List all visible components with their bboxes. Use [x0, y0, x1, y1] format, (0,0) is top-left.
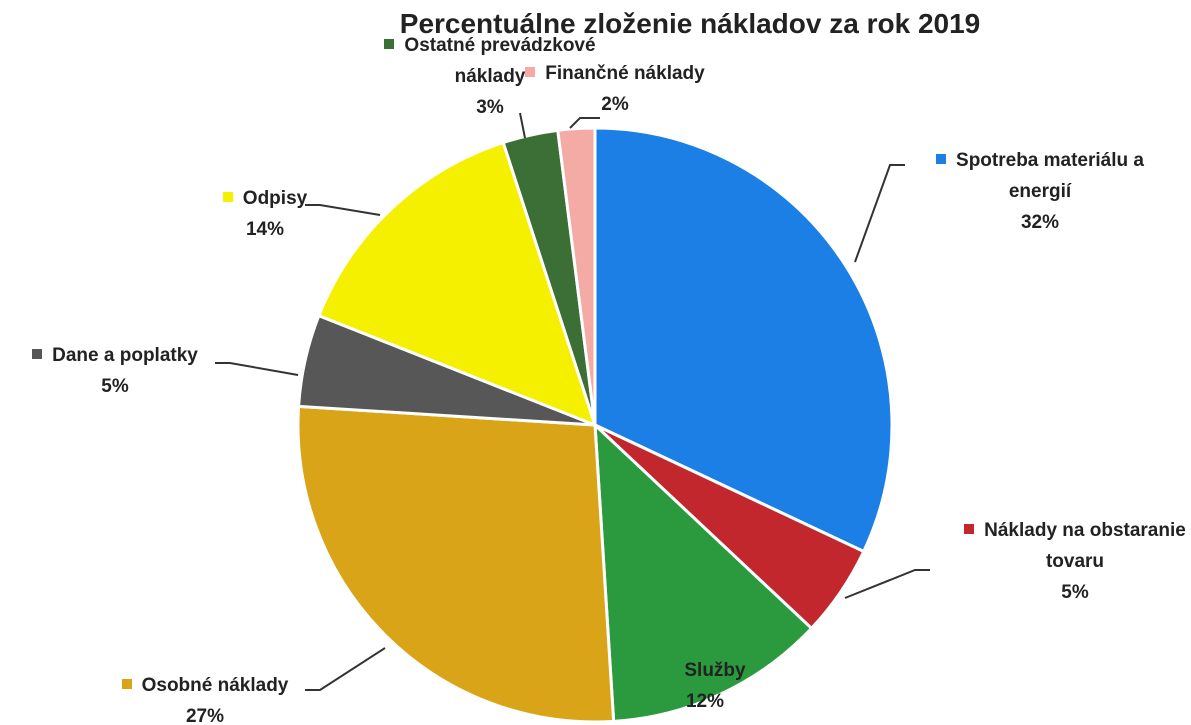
- pie-slice: [593, 126, 894, 554]
- data-label: Dane a poplatky 5%: [0, 340, 230, 402]
- leader-line: [854, 164, 905, 263]
- category-label: Spotreba materiálu a energií: [956, 150, 1144, 202]
- category-label: Finančné náklady: [545, 63, 705, 84]
- legend-marker: [384, 39, 395, 49]
- value-label: 27%: [185, 706, 225, 725]
- leader-line: [305, 204, 381, 216]
- value-label: 5%: [1061, 582, 1089, 603]
- label-name: Finančné náklady: [505, 58, 725, 89]
- category-label: Služby: [684, 660, 746, 681]
- data-label: Spotreba materiálu a energií 32%: [910, 145, 1170, 238]
- label-name: Ostatné prevádzkové náklady: [360, 30, 620, 92]
- label-name: Dane a poplatky: [0, 340, 230, 371]
- label-name: Odpisy: [195, 183, 335, 214]
- value-label: 12%: [685, 691, 725, 712]
- legend-marker: [222, 192, 233, 202]
- data-label: Ostatné prevádzkové náklady 3%: [360, 30, 620, 123]
- data-label: Náklady na obstaranie tovaru 5%: [940, 515, 1191, 608]
- pie-slice: [296, 404, 616, 724]
- leader-line: [215, 362, 299, 376]
- legend-marker: [32, 349, 43, 359]
- category-label: Odpisy: [242, 188, 308, 209]
- data-label: Odpisy 14%: [195, 183, 335, 245]
- data-label: Osobné náklady 27%: [95, 670, 315, 725]
- legend-marker: [664, 664, 675, 674]
- category-label: Dane a poplatky: [52, 345, 198, 366]
- category-label: Osobné náklady: [141, 675, 289, 696]
- value-label: 3%: [476, 97, 504, 118]
- data-label: Finančné náklady 2%: [505, 58, 725, 120]
- category-label: Ostatné prevádzkové náklady: [404, 35, 596, 87]
- legend-marker: [936, 154, 947, 164]
- data-label: Služby 12%: [625, 655, 785, 717]
- label-name: Osobné náklady: [95, 670, 315, 701]
- category-label: Náklady na obstaranie tovaru: [984, 520, 1186, 572]
- label-name: Náklady na obstaranie tovaru: [940, 515, 1191, 577]
- value-label: 2%: [601, 94, 629, 115]
- legend-marker: [964, 524, 975, 534]
- chart-title: Percentuálne zloženie nákladov za rok 20…: [399, 8, 981, 39]
- pie-slice: [556, 126, 597, 426]
- legend-marker: [121, 679, 132, 689]
- leader-line: [519, 112, 526, 139]
- label-name: Služby: [625, 655, 785, 686]
- value-label: 5%: [101, 376, 129, 397]
- legend-marker: [525, 67, 536, 77]
- leader-line: [569, 117, 600, 129]
- pie-slice: [593, 421, 814, 724]
- leader-line: [305, 647, 386, 691]
- label-name: Spotreba materiálu a energií: [910, 145, 1170, 207]
- value-label: 32%: [1020, 212, 1060, 233]
- leader-line: [844, 569, 930, 599]
- value-label: 14%: [245, 219, 285, 240]
